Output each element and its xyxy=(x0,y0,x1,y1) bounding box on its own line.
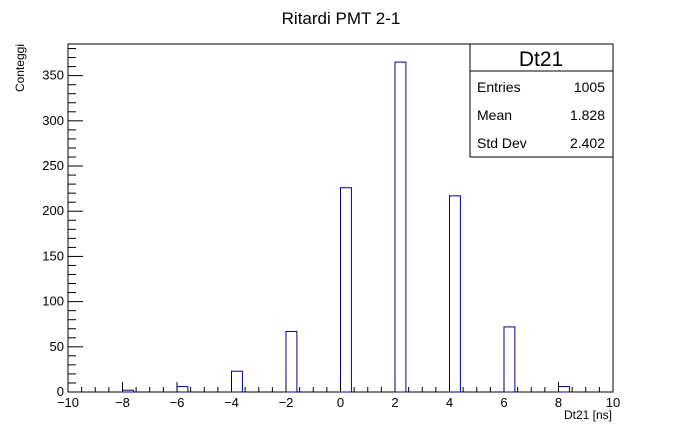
y-tick-label: 300 xyxy=(42,113,64,128)
chart-title: Ritardi PMT 2-1 xyxy=(282,9,401,28)
histogram-bar xyxy=(449,195,461,393)
x-tick-label: 4 xyxy=(446,395,453,410)
y-axis-label: Conteggi xyxy=(13,44,27,92)
x-tick-label: 10 xyxy=(606,395,620,410)
y-tick-label: 0 xyxy=(57,384,64,399)
stats-stddev-label: Std Dev xyxy=(477,135,527,151)
x-axis-ticks: −10 −8 −6 −4 −2 0 2 4 6 8 10 xyxy=(57,382,620,410)
stats-box: Dt21 Entries 1005 Mean 1.828 Std Dev 2.4… xyxy=(469,43,614,158)
histogram-bar xyxy=(176,386,189,393)
x-tick-label: −6 xyxy=(170,395,185,410)
x-tick-label: −10 xyxy=(57,395,79,410)
x-tick-label: 0 xyxy=(337,395,344,410)
histogram-bar xyxy=(503,326,516,393)
x-tick-label: −8 xyxy=(115,395,130,410)
y-tick-label: 350 xyxy=(42,68,64,83)
y-tick-label: 200 xyxy=(42,203,64,218)
x-tick-label: −2 xyxy=(279,395,294,410)
x-tick-label: −4 xyxy=(224,395,239,410)
stats-mean-value: 1.828 xyxy=(570,107,605,123)
histogram-bar xyxy=(394,61,407,393)
stats-entries-value: 1005 xyxy=(574,79,605,95)
x-tick-label: 8 xyxy=(555,395,562,410)
stats-entries-label: Entries xyxy=(477,79,521,95)
y-tick-label: 150 xyxy=(42,248,64,263)
y-tick-label: 100 xyxy=(42,294,64,309)
histogram-bar xyxy=(231,370,243,393)
histogram-bar xyxy=(285,330,298,393)
y-axis-ticks: 0 50 100 150 200 250 300 350 xyxy=(42,48,83,399)
stats-box-frame xyxy=(469,43,614,158)
x-tick-label: 6 xyxy=(500,395,507,410)
y-tick-label: 50 xyxy=(50,339,64,354)
stats-stddev-value: 2.402 xyxy=(570,135,605,151)
stats-mean-label: Mean xyxy=(477,107,512,123)
histogram-bar xyxy=(558,386,570,393)
histogram-bar xyxy=(122,389,134,393)
histogram-bar xyxy=(340,187,352,393)
histogram-bars xyxy=(122,61,570,393)
x-axis-label: Dt21 [ns] xyxy=(564,408,612,422)
stats-box-name: Dt21 xyxy=(519,48,563,71)
x-tick-label: 2 xyxy=(391,395,398,410)
y-tick-label: 250 xyxy=(42,158,64,173)
